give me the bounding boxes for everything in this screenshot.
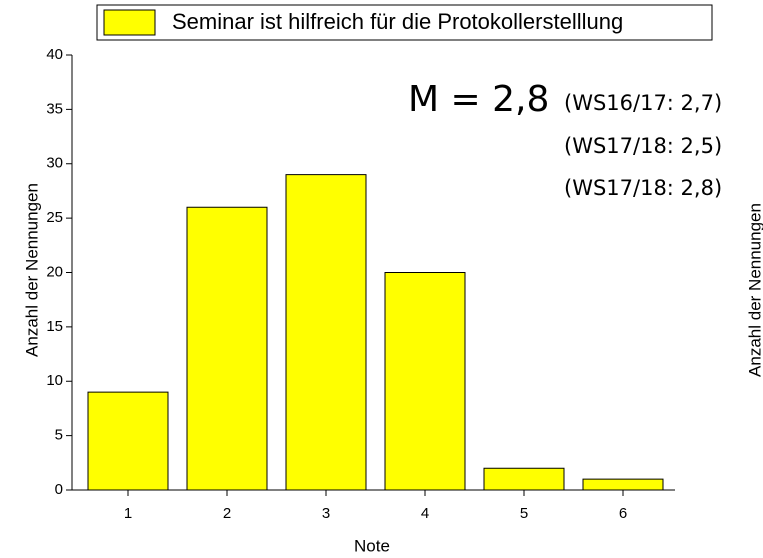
y-tick-label: 35 xyxy=(46,100,63,117)
y-axis-label: Anzahl der Nennungen xyxy=(22,183,41,357)
y-tick-label: 40 xyxy=(46,46,63,63)
legend-label: Seminar ist hilfreich für die Protokolle… xyxy=(172,9,623,34)
bar xyxy=(582,478,664,491)
x-tick-label: 3 xyxy=(322,505,330,522)
bar xyxy=(384,272,466,491)
x-tick-label: 6 xyxy=(619,505,627,522)
y-tick-label: 30 xyxy=(46,155,63,172)
legend-box xyxy=(96,4,713,41)
legend-swatch xyxy=(103,9,156,36)
y-tick-label: 10 xyxy=(46,372,63,389)
y-tick-label: 15 xyxy=(46,318,63,335)
bar xyxy=(285,174,367,491)
y2-axis-label: Anzahl der Nennungen xyxy=(745,203,763,377)
annotation: (WS17/18: 2,8) xyxy=(564,176,722,200)
y-tick-label: 5 xyxy=(55,427,63,444)
y-tick-label: 25 xyxy=(46,209,63,226)
x-tick-label: 2 xyxy=(223,505,231,522)
y-tick-label: 0 xyxy=(55,481,63,498)
y-tick-label: 20 xyxy=(46,263,63,280)
x-tick-label: 1 xyxy=(124,505,132,522)
bar xyxy=(483,467,565,491)
x-tick-label: 5 xyxy=(520,505,528,522)
annotation: M = 2,8 xyxy=(408,79,549,120)
annotation: (WS17/18: 2,5) xyxy=(564,134,722,158)
bar xyxy=(87,391,169,491)
x-axis-label: Note xyxy=(354,536,390,555)
annotation: (WS16/17: 2,7) xyxy=(564,91,722,115)
x-tick-label: 4 xyxy=(421,505,429,522)
bar xyxy=(186,206,268,491)
